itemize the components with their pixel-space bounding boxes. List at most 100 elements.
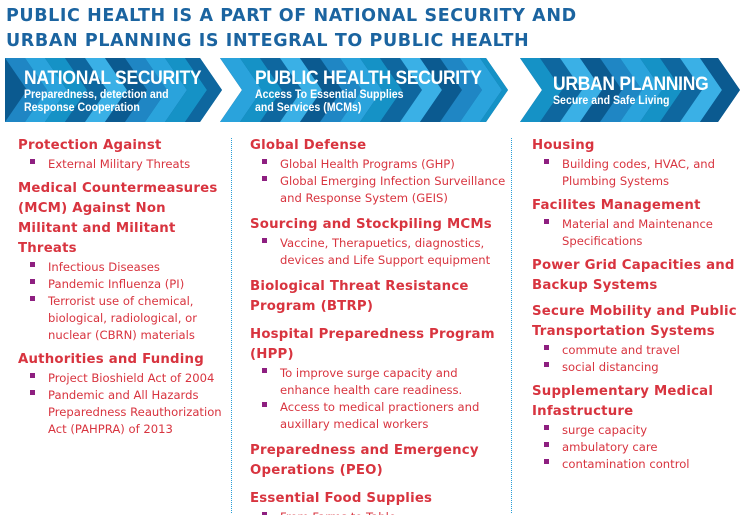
list-item: To improve surge capacity and enhance he… xyxy=(262,365,508,399)
bullet-list: commute and travel social distancing xyxy=(532,342,740,376)
banner-heading: NATIONAL SECURITY xyxy=(24,68,202,89)
list-item: ambulatory care xyxy=(544,439,740,456)
list-item: Pandemic and All Hazards Preparedness Re… xyxy=(30,387,228,438)
section-heading: Housing xyxy=(532,138,595,153)
title-line-2: URBAN PLANNING IS INTEGRAL TO PUBLIC HEA… xyxy=(6,31,530,51)
title-line-1: PUBLIC HEALTH IS A PART OF NATIONAL SECU… xyxy=(6,6,577,26)
square-bullet-icon xyxy=(544,459,549,464)
bullet-list: Material and Maintenance Specifications xyxy=(532,216,740,250)
banner-stripe xyxy=(640,58,682,122)
section: Facilites Management Material and Mainten… xyxy=(532,196,740,250)
section-heading: Facilites Management xyxy=(532,198,701,213)
bullet-list: Global Health Programs (GHP) Global Emerg… xyxy=(250,156,508,207)
section: Sourcing and Stockpiling MCMs Vaccine, Th… xyxy=(250,215,508,269)
banner-stripe xyxy=(400,58,442,122)
list-item-text: social distancing xyxy=(562,360,659,374)
chevron-banners xyxy=(5,58,740,122)
bullet-list: Infectious Diseases Pandemic Influenza (P… xyxy=(18,259,228,344)
list-item-text: Vaccine, Therapuetics, diagnostics, devi… xyxy=(280,236,491,267)
list-item-text: From Farms to Table xyxy=(280,510,396,515)
square-bullet-icon xyxy=(30,373,35,378)
column-national-security: Protection Against External Military Thre… xyxy=(18,136,228,444)
list-item-text: surge capacity xyxy=(562,423,648,437)
banner-stripe xyxy=(65,58,107,122)
banner-stripe xyxy=(420,58,462,122)
banner-stripe xyxy=(620,58,662,122)
square-bullet-icon xyxy=(30,159,35,164)
banner-stripe xyxy=(700,58,740,122)
banner-national-security: NATIONAL SECURITY Preparedness, detectio… xyxy=(24,69,217,114)
list-item-text: Pandemic Influenza (PI) xyxy=(48,277,185,291)
square-bullet-icon xyxy=(262,176,267,181)
banner-stripe xyxy=(145,58,187,122)
section-heading: Hospital Preparedness Program (HPP) xyxy=(250,327,495,362)
banner-subtitle: Preparedness, detection and xyxy=(24,89,169,101)
banner-stripe xyxy=(220,58,262,122)
bullet-list: Vaccine, Therapuetics, diagnostics, devi… xyxy=(250,235,508,269)
list-item: Project Bioshield Act of 2004 xyxy=(30,370,228,387)
square-bullet-icon xyxy=(262,238,267,243)
banner-stripe xyxy=(45,58,87,122)
list-item-text: External Military Threats xyxy=(48,157,191,171)
banner-stripe xyxy=(340,58,382,122)
list-item-text: Global Emerging Infection Surveillance a… xyxy=(280,174,506,205)
banner-stripe xyxy=(660,58,702,122)
banner-stripe xyxy=(165,58,207,122)
list-item: social distancing xyxy=(544,359,740,376)
square-bullet-icon xyxy=(262,159,267,164)
list-item: Pandemic Influenza (PI) xyxy=(30,276,228,293)
section-heading: Supplementary Medical Infastructure xyxy=(532,384,714,419)
section: Global Defense Global Health Programs (GH… xyxy=(250,136,508,207)
square-bullet-icon xyxy=(544,159,549,164)
square-bullet-icon xyxy=(262,368,267,373)
section-heading: Authorities and Funding xyxy=(18,352,204,367)
banner-stripe xyxy=(460,58,502,122)
bullet-list: Project Bioshield Act of 2004 Pandemic an… xyxy=(18,370,228,438)
section-heading: Preparedness and Emergency Operations (P… xyxy=(250,443,479,478)
section: Supplementary Medical Infastructure surge… xyxy=(532,382,740,473)
list-item: Access to medical practioners and auxill… xyxy=(262,399,508,433)
banner-stripe xyxy=(600,58,642,122)
banner-stripe xyxy=(280,58,322,122)
square-bullet-icon xyxy=(544,345,549,350)
list-item: Building codes, HVAC, and Plumbing Syste… xyxy=(544,156,740,190)
banner-stripe xyxy=(380,58,422,122)
banner-subtitle: Response Cooperation xyxy=(24,101,140,114)
square-bullet-icon xyxy=(544,442,549,447)
section-heading: Sourcing and Stockpiling MCMs xyxy=(250,217,492,232)
square-bullet-icon xyxy=(544,362,549,367)
square-bullet-icon xyxy=(30,390,35,395)
section: Medical Countermeasures (MCM) Against No… xyxy=(18,179,228,344)
square-bullet-icon xyxy=(30,262,35,267)
list-item: surge capacity xyxy=(544,422,740,439)
bullet-list: Building codes, HVAC, and Plumbing Syste… xyxy=(532,156,740,190)
list-item: Terrorist use of chemical, biological, r… xyxy=(30,293,228,344)
banner-stripe xyxy=(560,58,602,122)
square-bullet-icon xyxy=(544,425,549,430)
banner-heading: URBAN PLANNING xyxy=(553,74,709,95)
list-item-text: contamination control xyxy=(562,457,690,471)
banner-chevron xyxy=(520,58,740,122)
banner-urban-planning: URBAN PLANNING Secure and Safe Living xyxy=(553,75,722,108)
square-bullet-icon xyxy=(30,296,35,301)
banner-stripe xyxy=(540,58,582,122)
section-heading: Power Grid Capacities and Backup Systems xyxy=(532,258,735,293)
banner-public-health-security: PUBLIC HEALTH SECURITY Access To Essenti… xyxy=(255,69,501,114)
banner-stripe xyxy=(85,58,127,122)
section: Hospital Preparedness Program (HPP) To im… xyxy=(250,325,508,433)
list-item: Global Health Programs (GHP) xyxy=(262,156,508,173)
bullet-list: To improve surge capacity and enhance he… xyxy=(250,365,508,433)
section-heading: Biological Threat Resistance Program (BT… xyxy=(250,279,469,314)
section: Protection Against External Military Thre… xyxy=(18,136,228,173)
list-item: Global Emerging Infection Surveillance a… xyxy=(262,173,508,207)
banner-stripe xyxy=(360,58,402,122)
list-item-text: ambulatory care xyxy=(562,440,658,454)
list-item-text: Global Health Programs (GHP) xyxy=(280,157,455,171)
section-heading: Secure Mobility and Public Transportatio… xyxy=(532,304,737,339)
square-bullet-icon xyxy=(262,512,267,515)
banner-stripe xyxy=(320,58,362,122)
list-item: commute and travel xyxy=(544,342,740,359)
square-bullet-icon xyxy=(544,219,549,224)
bullet-list: From Farms to Table xyxy=(250,509,508,515)
